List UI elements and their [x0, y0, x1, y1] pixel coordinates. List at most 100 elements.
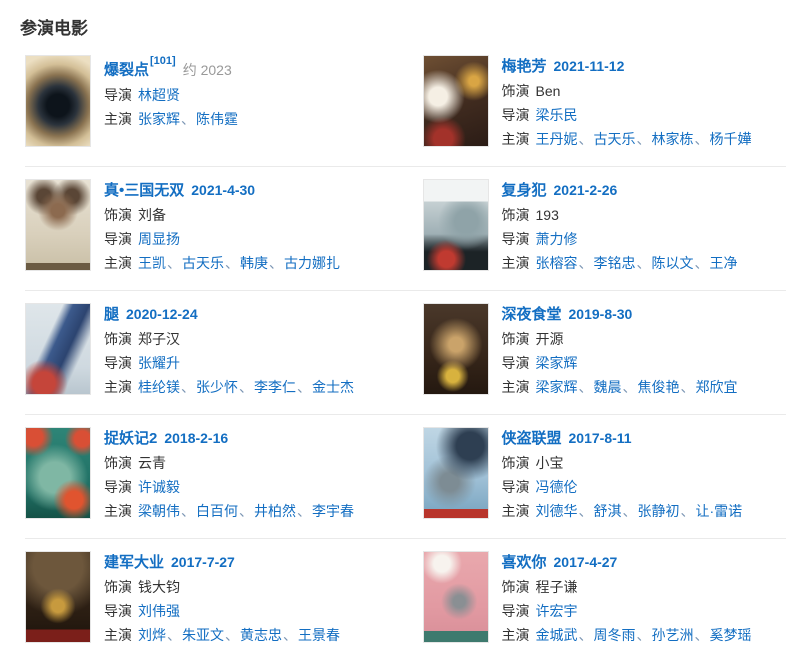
movie-title-link[interactable]: 侠盗联盟: [501, 430, 562, 447]
movie-title-link[interactable]: 梅艳芳: [501, 58, 547, 75]
person-link[interactable]: 朱亚文: [182, 627, 224, 643]
movie-poster[interactable]: [25, 427, 91, 519]
role-name: 193: [535, 207, 559, 223]
name-separator: 、: [680, 503, 695, 519]
release-date: 2021-11-12: [553, 58, 625, 74]
name-separator: 、: [239, 379, 253, 395]
person-link[interactable]: 冯德伦: [535, 479, 578, 495]
movie-poster[interactable]: [25, 179, 91, 271]
person-link[interactable]: 许宏宇: [535, 603, 578, 619]
person-link[interactable]: 张榕容: [535, 255, 578, 271]
person-link[interactable]: 王丹妮: [535, 131, 578, 147]
person-link[interactable]: 王凯: [138, 255, 166, 271]
movie-info: 腿 2020-12-24 饰演 郑子汉 导演 张耀升 主演 桂纶镁、张少怀、李李仁、金士…: [104, 303, 389, 397]
person-link[interactable]: 梁朝伟: [138, 503, 180, 519]
movie-title-link[interactable]: 建军大业: [104, 554, 165, 571]
role-name: 云青: [138, 455, 166, 471]
person-link[interactable]: 许诚毅: [138, 479, 180, 495]
person-link[interactable]: 刘伟强: [138, 603, 180, 619]
movie-poster[interactable]: [422, 427, 489, 519]
starring-label: 主演: [501, 627, 530, 643]
role-line: 饰演 Ben: [502, 81, 787, 101]
director-label: 导演: [104, 479, 132, 495]
release-date: 2017-7-27: [171, 554, 235, 570]
movie-title-link[interactable]: 爆裂点: [104, 61, 150, 79]
person-link[interactable]: 刘烨: [138, 627, 166, 643]
star-names: 金城武、周冬雨、孙艺洲、奚梦瑶: [536, 627, 752, 643]
person-link[interactable]: 林超贤: [138, 86, 180, 103]
person-link[interactable]: 李李仁: [254, 379, 296, 395]
person-link[interactable]: 王净: [709, 255, 738, 271]
movie-poster[interactable]: [25, 55, 91, 147]
movie-poster[interactable]: [25, 551, 91, 643]
movie-card: 捉妖记2 2018-2-16 饰演 云青 导演 许诚毅 主演 梁朝伟、白百何、井柏然、李…: [25, 415, 389, 538]
person-link[interactable]: 梁家辉: [535, 355, 578, 371]
person-link[interactable]: 周冬雨: [593, 627, 636, 643]
person-link[interactable]: 周显扬: [138, 231, 180, 247]
person-link[interactable]: 孙艺洲: [651, 627, 694, 643]
release-date: 2020-12-24: [126, 306, 198, 322]
movie-poster[interactable]: [422, 551, 489, 643]
person-link[interactable]: 陈伟霆: [196, 110, 238, 127]
director-line: 导演 许诚毅: [104, 477, 389, 497]
person-link[interactable]: 舒淇: [593, 503, 622, 519]
director-names: 许诚毅: [138, 479, 180, 495]
person-link[interactable]: 金城武: [535, 627, 578, 643]
person-link[interactable]: 梁乐民: [535, 107, 578, 123]
star-names: 王凯、古天乐、韩庚、古力娜扎: [138, 255, 340, 271]
person-link[interactable]: 梁家辉: [535, 379, 578, 395]
name-separator: 、: [297, 379, 311, 395]
person-link[interactable]: 林家栋: [651, 131, 694, 147]
movie-title-link[interactable]: 深夜食堂: [501, 306, 562, 323]
person-link[interactable]: 杨千嬅: [709, 131, 752, 147]
person-link[interactable]: 陈以文: [651, 255, 694, 271]
reference-link[interactable]: [101]: [150, 55, 176, 67]
movie-poster[interactable]: [25, 303, 91, 395]
name-separator: 、: [680, 379, 695, 395]
director-line: 导演 周显扬: [104, 229, 389, 249]
movie-title-link[interactable]: 复身犯: [501, 182, 547, 199]
person-link[interactable]: 萧力修: [535, 231, 578, 247]
person-link[interactable]: 张静初: [637, 503, 680, 519]
name-separator: 、: [578, 627, 593, 643]
person-link[interactable]: 张家辉: [138, 110, 180, 127]
movie-row: 建军大业 2017-7-27 饰演 钱大钧 导演 刘伟强 主演 刘烨、朱亚文、黄志忠、王…: [25, 539, 786, 662]
person-link[interactable]: 金士杰: [312, 379, 354, 395]
person-link[interactable]: 井柏然: [254, 503, 296, 519]
person-link[interactable]: 白百何: [196, 503, 238, 519]
movie-title-link[interactable]: 腿: [104, 306, 120, 323]
role-name: Ben: [535, 83, 561, 99]
person-link[interactable]: 古天乐: [182, 255, 224, 271]
star-names: 张家辉、陈伟霆: [138, 111, 238, 127]
role-line: 饰演 193: [502, 205, 787, 225]
movie-poster[interactable]: [422, 55, 489, 147]
movie-title-link[interactable]: 真•三国无双: [104, 182, 185, 199]
person-link[interactable]: 李铭忠: [593, 255, 636, 271]
person-link[interactable]: 张少怀: [196, 379, 238, 395]
person-link[interactable]: 张耀升: [138, 355, 180, 371]
person-link[interactable]: 郑欣宜: [695, 379, 738, 395]
name-separator: 、: [636, 255, 651, 271]
movie-info: 捉妖记2 2018-2-16 饰演 云青 导演 许诚毅 主演 梁朝伟、白百何、井柏然、李…: [104, 427, 389, 521]
person-link[interactable]: 古力娜扎: [284, 255, 340, 271]
person-link[interactable]: 魏晨: [593, 379, 622, 395]
person-link[interactable]: 让·雷诺: [695, 503, 743, 519]
person-link[interactable]: 刘德华: [535, 503, 578, 519]
person-link[interactable]: 韩庚: [240, 255, 268, 271]
movie-title-link[interactable]: 喜欢你: [501, 554, 547, 571]
person-link[interactable]: 桂纶镁: [138, 379, 180, 395]
person-link[interactable]: 奚梦瑶: [709, 627, 752, 643]
movie-title-line: 建军大业 2017-7-27: [104, 552, 389, 573]
person-link[interactable]: 李宇春: [312, 503, 354, 519]
person-link[interactable]: 古天乐: [593, 131, 636, 147]
director-label: 导演: [104, 603, 132, 619]
movie-title-link[interactable]: 捉妖记2: [104, 430, 158, 447]
person-link[interactable]: 王景春: [298, 627, 340, 643]
person-link[interactable]: 黄志忠: [240, 627, 282, 643]
name-separator: 、: [694, 255, 709, 271]
person-link[interactable]: 焦俊艳: [637, 379, 680, 395]
name-separator: 、: [578, 131, 593, 147]
movie-poster[interactable]: [422, 179, 489, 271]
movie-poster[interactable]: [422, 303, 489, 395]
movie-card: 梅艳芳 2021-11-12 饰演 Ben 导演 梁乐民 主演 王丹妮、古天乐、林家栋、…: [422, 43, 787, 166]
